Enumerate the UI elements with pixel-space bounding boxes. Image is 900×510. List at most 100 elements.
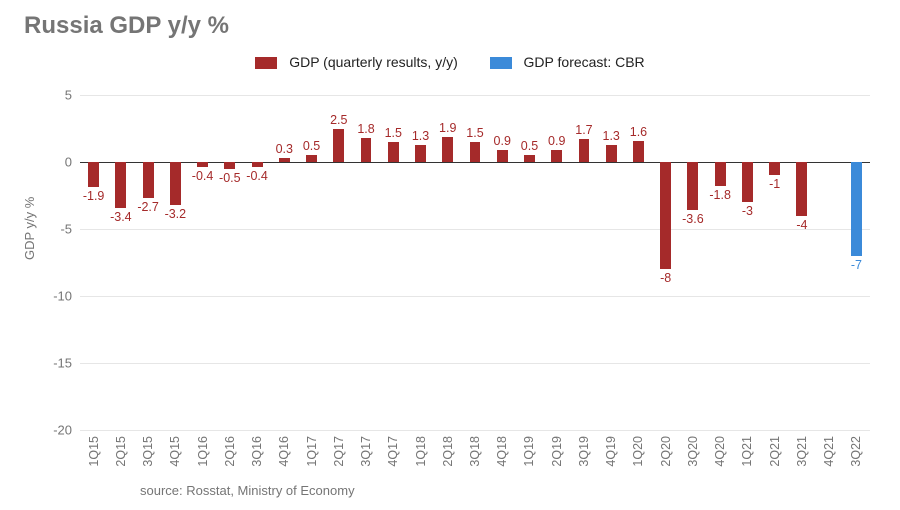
plot-area: 50-5-10-15-20-1.91Q15-3.42Q15-2.73Q15-3.…	[80, 95, 870, 430]
x-tick-label: 4Q17	[386, 436, 400, 467]
bar-value-label: -1	[769, 177, 780, 191]
bar-value-label: 2.5	[330, 113, 347, 127]
chart-container: Russia GDP y/y % GDP (quarterly results,…	[0, 0, 900, 510]
gridline	[80, 363, 870, 364]
x-tick-label: 3Q19	[577, 436, 591, 467]
legend: GDP (quarterly results, y/y) GDP forecas…	[0, 54, 900, 70]
bar	[551, 150, 562, 162]
y-tick-label: -5	[60, 222, 72, 237]
bar-value-label: 1.8	[357, 122, 374, 136]
x-tick-label: 3Q20	[686, 436, 700, 467]
bar	[115, 162, 126, 208]
bar	[88, 162, 99, 187]
x-tick-label: 1Q15	[87, 436, 101, 467]
y-tick-label: 5	[65, 88, 72, 103]
bar	[388, 142, 399, 162]
bar-value-label: 1.3	[412, 129, 429, 143]
bar-value-label: -3.6	[682, 212, 704, 226]
bar-value-label: -4	[796, 218, 807, 232]
x-tick-label: 4Q20	[713, 436, 727, 467]
gridline	[80, 229, 870, 230]
bar-value-label: 0.3	[276, 142, 293, 156]
bar	[252, 162, 263, 167]
bar	[606, 145, 617, 162]
bar-value-label: -0.4	[192, 169, 214, 183]
legend-swatch-forecast	[490, 57, 512, 69]
bar	[415, 145, 426, 162]
x-tick-label: 2Q17	[332, 436, 346, 467]
bar	[470, 142, 481, 162]
x-tick-label: 3Q16	[250, 436, 264, 467]
bar	[796, 162, 807, 216]
x-tick-label: 2Q18	[441, 436, 455, 467]
x-tick-label: 3Q21	[795, 436, 809, 467]
legend-label-actual: GDP (quarterly results, y/y)	[289, 54, 458, 70]
y-tick-label: -10	[53, 289, 72, 304]
bar	[579, 139, 590, 162]
x-tick-label: 3Q17	[359, 436, 373, 467]
x-tick-label: 2Q19	[550, 436, 564, 467]
bar-value-label: -1.9	[83, 189, 105, 203]
x-tick-label: 4Q15	[168, 436, 182, 467]
bar	[524, 155, 535, 162]
bar	[170, 162, 181, 205]
bar-value-label: 0.9	[548, 134, 565, 148]
x-tick-label: 2Q21	[768, 436, 782, 467]
legend-item-forecast: GDP forecast: CBR	[490, 54, 645, 70]
x-tick-label: 4Q18	[495, 436, 509, 467]
legend-label-forecast: GDP forecast: CBR	[524, 54, 645, 70]
bar-value-label: 1.6	[630, 125, 647, 139]
x-tick-label: 1Q18	[414, 436, 428, 467]
y-axis-label: GDP y/y %	[22, 197, 37, 260]
x-tick-label: 1Q19	[522, 436, 536, 467]
bar	[851, 162, 862, 256]
x-tick-label: 2Q15	[114, 436, 128, 467]
bar	[143, 162, 154, 198]
bar-value-label: 1.5	[385, 126, 402, 140]
y-tick-label: -15	[53, 356, 72, 371]
bar	[633, 141, 644, 162]
bar-value-label: 0.5	[303, 139, 320, 153]
bar-value-label: -8	[660, 271, 671, 285]
y-tick-label: 0	[65, 155, 72, 170]
bar	[715, 162, 726, 186]
bar	[361, 138, 372, 162]
bar-value-label: -3.2	[165, 207, 187, 221]
bar-value-label: 0.5	[521, 139, 538, 153]
legend-item-actual: GDP (quarterly results, y/y)	[255, 54, 457, 70]
bar-value-label: 1.7	[575, 123, 592, 137]
bar-value-label: 1.9	[439, 121, 456, 135]
gridline	[80, 95, 870, 96]
x-tick-label: 3Q22	[849, 436, 863, 467]
x-tick-label: 4Q19	[604, 436, 618, 467]
bar	[769, 162, 780, 175]
bar-value-label: 0.9	[494, 134, 511, 148]
legend-swatch-actual	[255, 57, 277, 69]
gridline	[80, 430, 870, 431]
x-tick-label: 1Q20	[631, 436, 645, 467]
bar-value-label: -7	[851, 258, 862, 272]
bar	[224, 162, 235, 169]
chart-title: Russia GDP y/y %	[24, 12, 229, 40]
x-tick-label: 3Q18	[468, 436, 482, 467]
gridline	[80, 296, 870, 297]
bar-value-label: -0.5	[219, 171, 241, 185]
x-tick-label: 1Q17	[305, 436, 319, 467]
bar	[197, 162, 208, 167]
bar	[333, 129, 344, 163]
x-tick-label: 2Q16	[223, 436, 237, 467]
x-tick-label: 1Q16	[196, 436, 210, 467]
bar	[306, 155, 317, 162]
bar	[279, 158, 290, 162]
bar-value-label: 1.3	[603, 129, 620, 143]
bar	[660, 162, 671, 269]
bar	[442, 137, 453, 162]
bar	[742, 162, 753, 202]
bar-value-label: -3.4	[110, 210, 132, 224]
bar-value-label: -1.8	[709, 188, 731, 202]
x-tick-label: 4Q16	[277, 436, 291, 467]
x-tick-label: 2Q20	[659, 436, 673, 467]
bar	[497, 150, 508, 162]
bar-value-label: -3	[742, 204, 753, 218]
x-tick-label: 3Q15	[141, 436, 155, 467]
